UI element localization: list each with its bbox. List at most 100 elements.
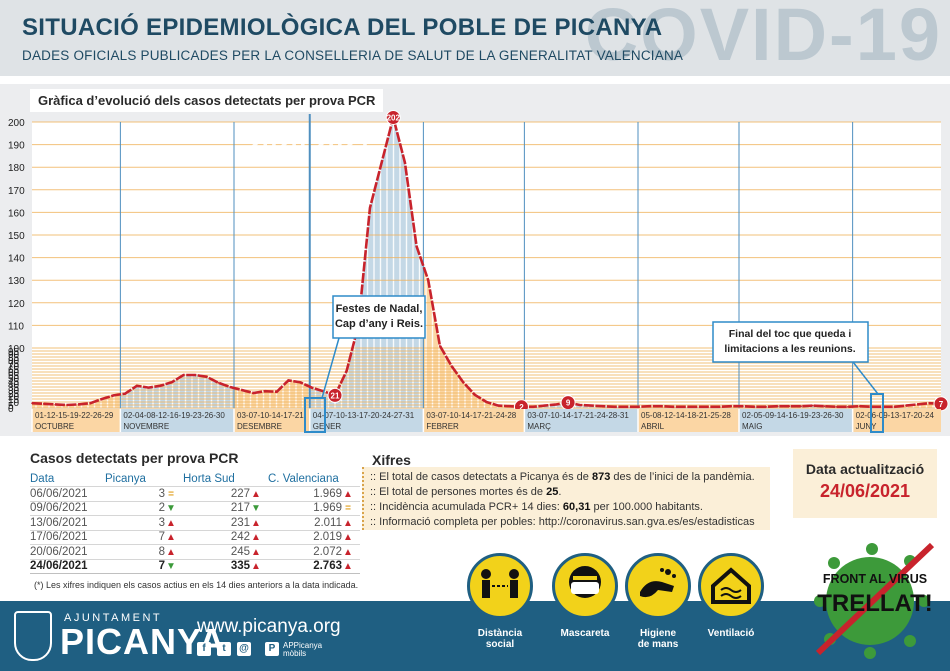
row-valenciana: 2.019 ▲ [268, 529, 360, 545]
data-point [532, 406, 534, 408]
y-tick-label: 100 [8, 344, 25, 355]
data-point [159, 385, 161, 387]
footer-app-label[interactable]: APPicanya mòbils [283, 641, 323, 658]
data-point [112, 394, 115, 397]
plot-area [32, 122, 941, 408]
month-band [32, 409, 121, 432]
email-icon[interactable]: @ [237, 642, 251, 656]
xifres-line-incidence: :: Incidència acumulada PCR+ 14 dies: 60… [370, 501, 703, 513]
annotation-leader [321, 337, 340, 399]
badge-line-1: FRONT AL VIRUS [823, 572, 927, 586]
ventilation-icon [698, 553, 764, 619]
app-icon[interactable]: P [265, 642, 279, 656]
data-point [136, 385, 138, 387]
data-point [252, 392, 255, 394]
value-marker-label: 7 [939, 400, 944, 409]
data-point [264, 390, 266, 393]
facebook-icon[interactable]: f [197, 642, 211, 656]
annotation-highlight [870, 393, 884, 433]
y-tick-label: 0 [8, 404, 14, 415]
badge-line-2: TRELLAT! [817, 590, 933, 617]
data-point [101, 398, 103, 400]
month-band [234, 409, 310, 432]
data-point [89, 402, 92, 405]
value-marker-label: 9 [566, 399, 571, 408]
xifres-line-link[interactable]: :: Informació completa per pobles: http:… [370, 516, 755, 528]
data-point [730, 405, 733, 408]
trend-equal-icon: = [345, 503, 351, 515]
x-tick-days: 02-06-09-13-17-20-24 [856, 411, 935, 420]
measure-label-distance: Distància social [477, 628, 523, 650]
x-month-label: DESEMBRE [237, 422, 282, 431]
y-tick-label: 5 [8, 401, 14, 412]
x-month-label: FEBRER [426, 422, 459, 431]
data-point [672, 406, 674, 408]
data-point [858, 405, 861, 408]
x-month-label: JUNY [856, 422, 878, 431]
y-tick-label: 200 [8, 118, 25, 129]
annotation-leader [852, 361, 879, 395]
data-point [450, 365, 453, 367]
row-picanya: 2 ▼ [105, 500, 183, 516]
x-tick-days: 01-12-15-19-22-26-29 [35, 411, 114, 420]
x-tick-days: 03-07-10-14-17-21-24-28 [426, 411, 516, 420]
value-marker [385, 109, 401, 125]
data-point [171, 381, 173, 384]
data-point [380, 161, 383, 164]
data-point [287, 379, 290, 382]
month-band [309, 409, 424, 432]
y-tick-label: 120 [8, 299, 25, 310]
y-tick-label: 170 [8, 186, 25, 197]
y-tick-label: 95 [8, 347, 20, 358]
y-tick-label: 150 [8, 231, 25, 242]
x-month-label: GENER [313, 422, 342, 431]
data-point [240, 389, 243, 391]
x-month-label: MAIG [742, 422, 762, 431]
month-band [739, 409, 853, 432]
measure-label-ventilation: Ventilació [707, 628, 755, 639]
data-point [182, 374, 185, 376]
row-picanya: 3 = [105, 486, 183, 501]
data-point [206, 376, 208, 378]
data-point [229, 386, 231, 388]
covid-watermark: COVID-19 [584, 0, 942, 76]
y-tick-label: 40 [8, 380, 20, 391]
y-tick-label: 85 [8, 353, 20, 364]
data-point [578, 404, 581, 406]
year-label-2021: 2021 [314, 128, 372, 158]
trend-up-icon: ▲ [343, 561, 353, 573]
y-tick-label: 90 [8, 350, 20, 361]
data-point [310, 386, 313, 389]
data-point [462, 381, 464, 384]
xifres-line-deaths: :: El total de persones mortes és de 25. [370, 486, 562, 498]
data-point [590, 404, 593, 407]
annotation-text: Final del toc que queda i [729, 328, 852, 340]
row-horta-sud: 245 ▲ [183, 544, 268, 559]
row-picanya: 7 ▼ [105, 558, 183, 574]
row-date: 06/06/2021 [30, 486, 105, 501]
row-valenciana: 1.969 ▲ [268, 486, 360, 501]
page-title: SITUACIÓ EPIDEMIOLÒGICA DEL POBLE DE PIC… [22, 14, 663, 41]
y-tick-label: 80 [8, 356, 20, 367]
row-valenciana: 2.011 ▲ [268, 515, 360, 530]
row-valenciana: 2.072 ▲ [268, 544, 360, 559]
xifres-box [362, 467, 770, 530]
x-month-label: NOVEMBRE [123, 422, 169, 431]
data-point [194, 374, 196, 376]
header: COVID-19 SITUACIÓ EPIDEMIOLÒGICA DEL POB… [0, 0, 950, 76]
trend-up-icon: ▲ [166, 517, 176, 529]
data-point [788, 405, 791, 408]
table-row: 09/06/2021 2 ▼ 217 ▼ 1.969 = [30, 500, 360, 516]
value-marker-label: 2 [519, 403, 524, 412]
data-point [543, 404, 546, 407]
y-tick-label: 180 [8, 163, 25, 174]
xifres-line-cases: :: El total de casos detectats a Picanya… [370, 471, 755, 483]
data-point [916, 403, 919, 406]
x-tick-days: 03-07-10-14-17-21 [237, 411, 304, 420]
footer-website-link[interactable]: www.picanya.org [197, 616, 341, 637]
y-tick-label: 70 [8, 362, 20, 373]
x-month-label: MARÇ [527, 422, 551, 431]
twitter-icon[interactable]: t [217, 642, 231, 656]
y-tick-label: 110 [8, 321, 24, 332]
data-point [800, 405, 802, 408]
